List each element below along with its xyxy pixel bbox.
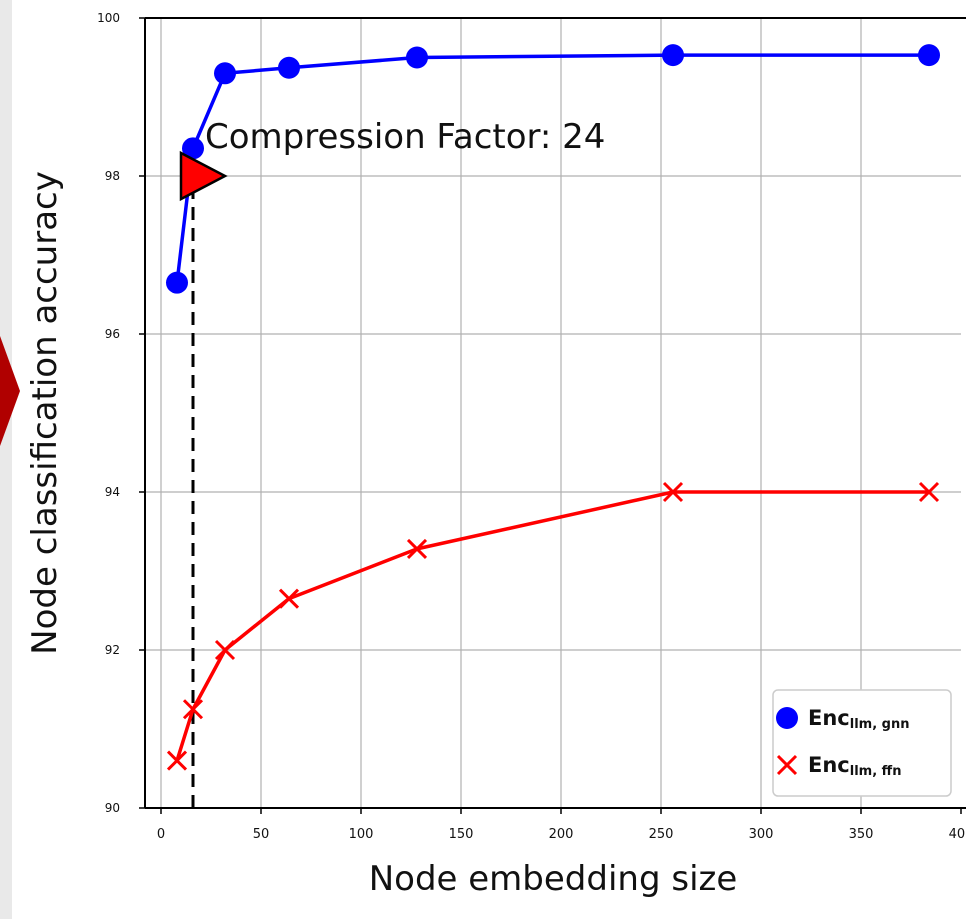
legend-marker (776, 754, 798, 776)
data-point (214, 639, 236, 661)
data-point (662, 481, 684, 503)
x-tick-label: 150 (449, 827, 474, 842)
data-point (662, 44, 684, 67)
x-tick-label: 0 (157, 827, 165, 842)
legend-marker (776, 707, 798, 729)
data-point (918, 44, 940, 67)
data-point (214, 62, 236, 85)
annotation-text: Compression Factor: 24 (205, 117, 605, 157)
legend: Encllm, gnn Encllm, ffn (772, 689, 952, 797)
x-tick-label: 350 (849, 827, 874, 842)
red-edge-marker (0, 336, 20, 446)
data-point (182, 699, 204, 720)
data-point (278, 56, 300, 79)
data-point (406, 46, 428, 69)
y-tick-label: 96 (105, 327, 120, 341)
x-axis-label: Node embedding size (369, 859, 738, 899)
y-tick-label: 100 (97, 11, 120, 25)
data-point (278, 588, 300, 609)
legend-label: Encllm, ffn (808, 753, 901, 779)
y-axis-label: Node classification accuracy (25, 171, 65, 655)
data-point (166, 750, 188, 771)
data-point (918, 481, 940, 503)
tick-labels: 0 50 100 150 200 250 300 350 400 90 92 94 96 98 100 (97, 11, 966, 842)
data-point (166, 271, 188, 294)
y-tick-label: 90 (105, 801, 120, 815)
data-point (182, 137, 204, 160)
series-line (175, 53, 929, 283)
x-tick-label: 400 (949, 827, 966, 842)
compression-triangle-marker (179, 150, 228, 202)
x-tick-label: 50 (253, 827, 270, 842)
legend-label: Encllm, gnn (808, 706, 910, 732)
x-tick-label: 100 (349, 827, 374, 842)
y-tick-label: 92 (105, 643, 120, 657)
series-layer (166, 44, 940, 771)
x-tick-label: 250 (649, 827, 674, 842)
x-tick-label: 200 (549, 827, 574, 842)
legend-box (772, 689, 952, 797)
axes (144, 17, 966, 809)
x-tick-label: 300 (749, 827, 774, 842)
y-tick-label: 98 (105, 169, 120, 183)
y-tick-label: 94 (105, 485, 120, 499)
annotation-layer: Compression Factor: 24 (179, 117, 605, 202)
data-point (406, 538, 428, 559)
